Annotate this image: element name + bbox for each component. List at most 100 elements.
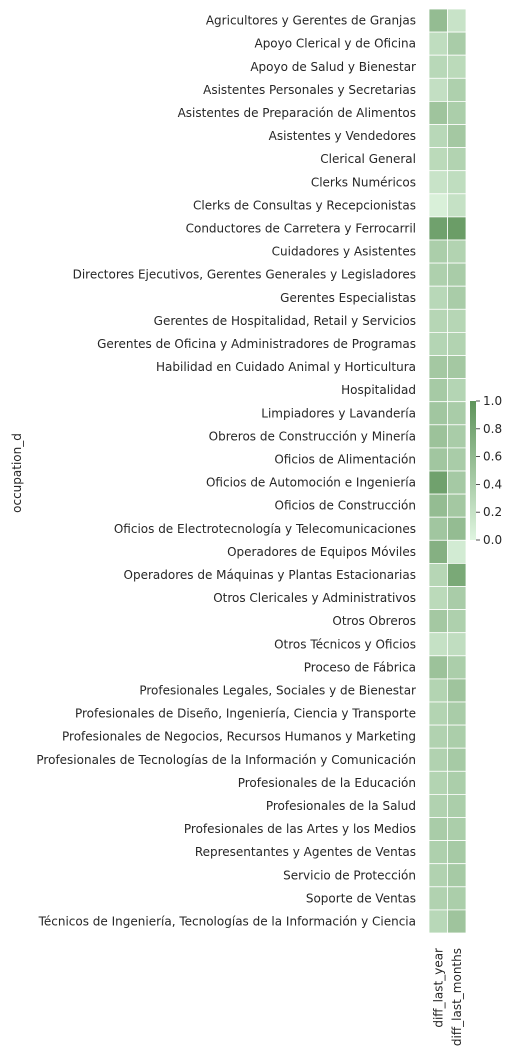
- heatmap-cell: [428, 563, 448, 587]
- heatmap-cell: [447, 770, 467, 795]
- heatmap-cell: [428, 355, 448, 380]
- heatmap-cell: [447, 817, 467, 842]
- row-tick-label: Proceso de Fábrica: [304, 660, 416, 674]
- heatmap-cell: [428, 308, 448, 333]
- heatmap-cell: [428, 331, 448, 356]
- heatmap-cell: [447, 401, 467, 426]
- heatmap-cell: [447, 747, 467, 772]
- heatmap-cell: [428, 840, 448, 865]
- row-tick-label: Oficios de Construcción: [275, 499, 416, 513]
- row-tick-label: Soporte de Ventas: [306, 891, 416, 905]
- heatmap-cell: [447, 8, 467, 33]
- row-tick-label: Gerentes Especialistas: [280, 291, 416, 305]
- heatmap-cell: [447, 724, 467, 749]
- heatmap-cell: [428, 424, 448, 449]
- row-tick-label: Otros Clericales y Administrativos: [213, 591, 416, 605]
- heatmap-cell: [428, 678, 448, 703]
- row-tick-label: Gerentes de Oficina y Administradores de…: [97, 337, 416, 351]
- row-tick-label: Profesionales Legales, Sociales y de Bie…: [139, 683, 416, 697]
- row-tick-label: Conductores de Carretera y Ferrocarril: [186, 221, 416, 235]
- row-tick-label: Oficios de Alimentación: [274, 452, 416, 466]
- heatmap-cell: [428, 470, 448, 495]
- heatmap-cell: [447, 563, 467, 587]
- row-tick-label: Limpiadores y Lavandería: [261, 406, 416, 420]
- row-tick-label: Gerentes de Hospitalidad, Retail y Servi…: [154, 314, 416, 328]
- heatmap-cell: [447, 124, 467, 149]
- heatmap-cell: [428, 586, 448, 611]
- heatmap-cell: [428, 285, 448, 310]
- heatmap-cell: [428, 262, 448, 287]
- row-tick-label: Representantes y Agentes de Ventas: [195, 845, 416, 859]
- heatmap-cell: [428, 147, 448, 172]
- heatmap-cell: [428, 794, 448, 818]
- colorbar-ticks: 0.0 0.2 0.4 0.6 0.8 1.0: [476, 394, 502, 547]
- heatmap-cell: [428, 101, 448, 125]
- row-tick-label: Habilidad en Cuidado Animal y Horticultu…: [156, 360, 416, 374]
- colorbar-tick-label: 0.8: [483, 422, 502, 436]
- colorbar-tick-label: 0.6: [483, 450, 502, 464]
- heatmap-cell: [447, 586, 467, 611]
- row-tick-label: Operadores de Equipos Móviles: [227, 545, 416, 559]
- heatmap-cell: [428, 539, 448, 564]
- row-tick-label: Asistentes y Vendedores: [269, 129, 416, 143]
- heatmap-cell: [447, 170, 467, 195]
- row-tick-label: Asistentes de Preparación de Alimentos: [178, 106, 416, 120]
- colorbar-tick-label: 1.0: [483, 394, 502, 408]
- heatmap-cell: [447, 378, 467, 403]
- heatmap-cell: [447, 355, 467, 380]
- row-tick-label: Otros Obreros: [332, 614, 416, 628]
- heatmap-cell: [428, 216, 448, 241]
- heatmap-cell: [428, 54, 448, 79]
- column-tick-label: diff_last_months: [450, 948, 464, 1046]
- heatmap-cell: [447, 216, 467, 241]
- heatmap-cell: [447, 147, 467, 172]
- heatmap-cell: [428, 632, 448, 657]
- heatmap-cell: [428, 701, 448, 726]
- heatmap-cell: [447, 863, 467, 888]
- heatmap-cell: [428, 193, 448, 218]
- row-tick-label: Obreros de Construcción y Minería: [209, 429, 416, 443]
- heatmap-cell: [428, 31, 448, 56]
- row-tick-label: Profesionales de Negocios, Recursos Huma…: [62, 730, 416, 744]
- column-labels: diff_last_year diff_last_months: [431, 948, 464, 1046]
- row-tick-label: Técnicos de Ingeniería, Tecnologías de l…: [38, 914, 416, 928]
- row-tick-label: Asistentes Personales y Secretarias: [203, 83, 416, 97]
- heatmap-cell: [447, 447, 467, 472]
- heatmap-cell: [447, 655, 467, 680]
- heatmap-cell: [447, 101, 467, 125]
- heatmap-cell: [447, 632, 467, 657]
- row-tick-label: Oficios de Electrotecnología y Telecomun…: [114, 522, 416, 536]
- row-tick-label: Apoyo de Salud y Bienestar: [250, 60, 416, 74]
- row-tick-label: Cuidadores y Asistentes: [272, 245, 416, 259]
- heatmap-cell: [428, 724, 448, 749]
- heatmap-cell: [447, 239, 467, 264]
- heatmap-cell: [428, 8, 448, 33]
- heatmap-cell: [447, 54, 467, 79]
- heatmap-cell: [428, 863, 448, 888]
- row-tick-label: Clerks de Consultas y Recepcionistas: [193, 198, 416, 212]
- row-tick-label: Directores Ejecutivos, Gerentes Generale…: [73, 268, 416, 282]
- heatmap-cell: [428, 655, 448, 680]
- heatmap-cell: [447, 539, 467, 564]
- heatmap-cell: [447, 331, 467, 356]
- row-tick-label: Clerical General: [320, 152, 416, 166]
- colorbar: [470, 401, 476, 540]
- heatmap-cell: [428, 909, 448, 934]
- row-tick-label: Agricultores y Gerentes de Granjas: [206, 14, 416, 28]
- heatmap-cell: [447, 31, 467, 56]
- heatmap-cell: [428, 239, 448, 264]
- heatmap-cell: [428, 77, 448, 102]
- heatmap-cell: [447, 701, 467, 726]
- row-tick-label: Apoyo Clerical y de Oficina: [254, 37, 416, 51]
- row-labels: Agricultores y Gerentes de Granjas Apoyo …: [36, 14, 416, 929]
- row-tick-label: Profesionales de la Salud: [266, 799, 416, 813]
- row-tick-label: Profesionales de la Educación: [238, 776, 416, 790]
- heatmap-cell: [428, 447, 448, 472]
- row-tick-label: Profesionales de las Artes y los Medios: [184, 822, 416, 836]
- heatmap-cell: [447, 285, 467, 310]
- y-axis-label: occupation_d: [10, 433, 24, 513]
- heatmap-cell: [447, 77, 467, 102]
- heatmap-cell: [447, 909, 467, 934]
- column-tick-label: diff_last_year: [431, 948, 445, 1028]
